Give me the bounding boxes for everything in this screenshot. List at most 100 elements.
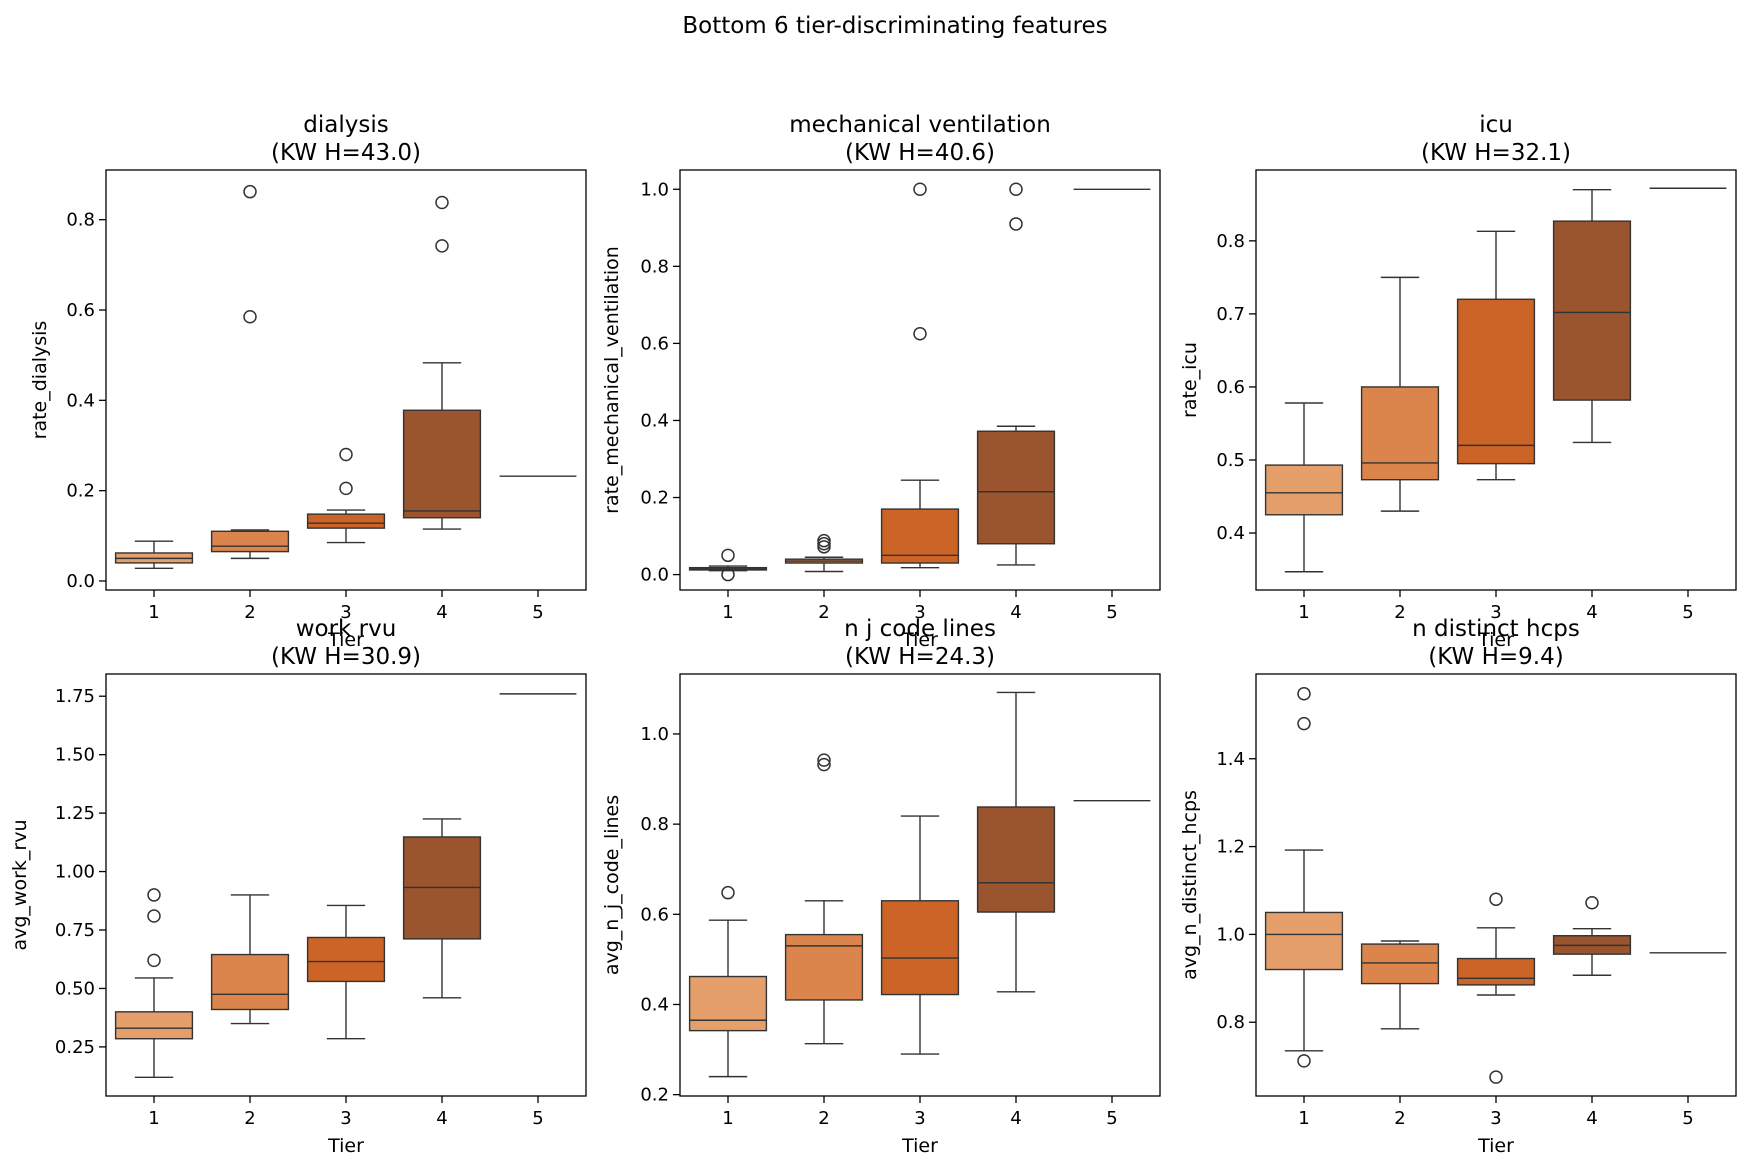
y-axis-label: avg_n_distinct_hcps [1179,790,1201,980]
outlier-point [243,310,257,324]
iqr-box [210,953,290,1011]
panel-3: icu(KW H=32.1) 0.4 0.5 0.6 0.7 0.8 1 2 3 4 5 Tier ra… [1179,112,1737,651]
outlier-point [147,909,161,923]
iqr-box [688,975,768,1032]
panel-title-line1: icu [1479,112,1513,138]
box-tier-4 [1552,189,1632,444]
box-tier-3 [880,815,960,1055]
outlier-point [1489,892,1503,907]
outlier-point [817,753,831,767]
x-axis-label: Tier [1477,1135,1514,1157]
iqr-box [1264,464,1344,516]
x-tick-label: 2 [1394,1108,1405,1129]
x-tick-label: 5 [532,602,543,623]
y-tick-label: 0.4 [1216,523,1245,544]
y-tick-label: 0.6 [640,333,669,354]
box-tier-2 [210,894,290,1025]
y-tick-label: 0.6 [1216,377,1245,398]
y-axis-label: avg_work_rvu [9,819,31,950]
y-tick-label: 0.8 [1216,231,1245,252]
x-tick-label: 1 [1298,602,1309,623]
y-tick-label: 0.6 [640,904,669,925]
x-axis-label: Tier [327,1135,364,1157]
y-tick-label: 1.0 [1216,924,1245,945]
y-axis-label: rate_dialysis [29,321,51,440]
y-tick-label: 0.25 [55,1037,95,1058]
y-tick-label: 0.4 [66,390,95,411]
y-tick-label: 0.2 [640,1085,669,1106]
y-tick-label: 0.50 [55,978,95,999]
y-tick-label: 1.2 [1216,837,1245,858]
box-tier-2 [784,533,864,573]
outlier-point [339,447,353,462]
x-tick-label: 3 [340,602,351,623]
box-tier-3 [880,182,960,569]
x-tick-label: 2 [244,1108,255,1129]
outlier-point [817,757,831,772]
y-tick-label: 0.2 [66,481,95,502]
iqr-box [1456,957,1536,986]
x-tick-label: 4 [436,602,447,623]
x-axis-label: Tier [327,629,364,651]
outlier-point [817,537,831,551]
x-tick-label: 1 [148,1108,159,1129]
box-tier-3 [306,447,386,544]
x-tick-label: 5 [532,1108,543,1129]
box-tier-1 [114,540,194,570]
box-tier-2 [784,753,864,1045]
x-tick-label: 1 [722,602,733,623]
iqr-box [1456,298,1536,465]
x-tick-label: 4 [436,1108,447,1129]
outlier-point [1489,1070,1503,1084]
x-tick-label: 3 [914,602,925,623]
x-tick-label: 4 [1010,602,1021,623]
y-tick-label: 1.25 [55,803,95,824]
y-tick-label: 0.4 [640,994,669,1015]
box-tier-3 [306,904,386,1040]
y-tick-label: 0.8 [66,210,95,231]
y-axis-label: rate_icu [1179,342,1201,418]
iqr-box [114,1011,194,1040]
x-tick-label: 3 [914,1108,925,1129]
box-tier-2 [1360,940,1440,1030]
y-tick-label: 0.2 [640,488,669,509]
y-tick-label: 0.6 [66,300,95,321]
outlier-point [721,885,735,900]
iqr-box [1360,386,1440,481]
panel-title-line2: (KW H=9.4) [1428,644,1563,670]
iqr-box [1360,943,1440,985]
iqr-box [976,806,1056,913]
iqr-box [1552,220,1632,401]
x-tick-label: 2 [244,602,255,623]
outlier-point [1297,716,1311,731]
y-tick-label: 0.5 [1216,450,1245,471]
iqr-box [784,933,864,1001]
panel-title-line1: n distinct hcps [1412,616,1580,642]
panel-1: dialysis(KW H=43.0) 0.0 0.2 0.4 0.6 0.8 1 2 3 4 5 T… [29,112,587,651]
y-tick-label: 0.4 [640,410,669,431]
box-tier-1 [114,888,194,1078]
y-tick-label: 1.75 [55,686,95,707]
x-tick-label: 3 [340,1108,351,1129]
x-tick-label: 2 [818,1108,829,1129]
y-tick-label: 1.0 [640,179,669,200]
panel-title-line2: (KW H=24.3) [845,644,995,670]
y-tick-label: 1.00 [55,862,95,883]
box-tier-4 [402,818,482,999]
box-tier-3 [1456,892,1536,1084]
x-tick-label: 2 [1394,602,1405,623]
panel-title-line1: dialysis [303,112,388,138]
box-tier-2 [210,184,290,560]
panel-title-line2: (KW H=30.9) [271,644,421,670]
y-axis-label: rate_mechanical_ventilation [601,246,623,514]
x-tick-label: 1 [148,602,159,623]
x-tick-label: 5 [1682,1108,1693,1129]
panel-4: work rvu(KW H=30.9) 0.25 0.50 0.75 1.00 1.25 1… [9,616,587,1157]
panel-title-line1: mechanical ventilation [789,112,1051,138]
x-tick-label: 2 [818,602,829,623]
panel-title-line1: n j code lines [844,616,996,642]
outlier-point [147,888,161,902]
outlier-point [817,540,831,554]
box-tier-1 [1264,402,1344,573]
